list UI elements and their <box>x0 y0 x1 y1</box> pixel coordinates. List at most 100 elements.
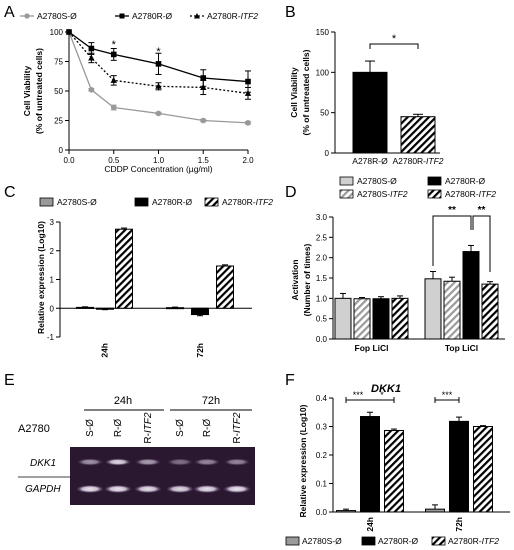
panel-letter-b: B <box>285 4 296 21</box>
e-band-dkk1 <box>105 458 131 466</box>
d-y-tick-label: 2.0 <box>316 254 328 263</box>
d-significance: ** <box>478 205 486 216</box>
c-y-tick-label: 0 <box>50 304 55 313</box>
panel-b-bar-chart: 0 50 100 150 Cell Viability (% of untreated c… <box>289 28 444 166</box>
d-bar-a2780s <box>334 297 352 340</box>
e-band-dkk1 <box>167 458 193 466</box>
d-legend-swatch <box>339 176 354 186</box>
a-series-line-a2780s <box>68 31 249 124</box>
panel-c-bar-chart: -1 0 1 2 3 Relative expression (Log10) 24h 72h A… <box>36 197 273 358</box>
d-legend-label-a2780s: A2780S-Ø <box>357 176 397 186</box>
d-y-tick-label: 3.0 <box>316 213 328 222</box>
d-y-tick-label: 1.0 <box>316 294 328 303</box>
e-band-gapdh <box>193 485 221 493</box>
a-point-a2780s <box>110 104 117 111</box>
c-y-tick-label: 1 <box>50 276 55 285</box>
c-legend-swatch <box>39 197 54 207</box>
a-y-tick-label: 50 <box>54 87 63 96</box>
d-legend-swatch <box>427 176 442 186</box>
f-bar-a2780r-itf2 <box>384 429 404 513</box>
e-band-dkk1 <box>224 458 250 466</box>
d-bar-a2780s <box>424 278 442 340</box>
b-y-tick-label: 50 <box>320 109 329 118</box>
a-x-tick-label: 2.0 <box>242 156 254 165</box>
e-lane-label-r: R-Ø <box>113 419 124 438</box>
c-bar-a2780r-itf2 <box>115 228 133 309</box>
a-series-line-a2780r <box>68 31 249 83</box>
f-bar-a2780r <box>360 416 380 513</box>
a-point-a2780r-itf2 <box>200 84 207 90</box>
d-legend-swatch <box>427 189 442 199</box>
a-y-axis-label: Cell Viability <box>22 66 32 117</box>
c-x-tick-label: 24h <box>100 343 110 358</box>
a-x-tick-label: 1.0 <box>153 156 165 165</box>
panel-a-line-chart: 0 25 50 75 100 0.0 0.5 1.0 1.5 2.0 CDDP Concentrat… <box>20 11 258 174</box>
a-y-tick-label: 75 <box>54 58 63 67</box>
f-bar-a2780r <box>449 420 469 513</box>
a-x-tick-label: 0.0 <box>63 156 75 165</box>
a-significance: * <box>112 39 117 51</box>
e-time-label: 24h <box>114 395 132 407</box>
panel-d-bar-chart: 0.0 0.5 1.0 1.5 2.0 2.5 3.0 Activation (Number o… <box>290 176 505 353</box>
e-band-dkk1 <box>77 458 103 466</box>
panel-letter-c: C <box>4 184 16 201</box>
f-y-tick-label: 0.2 <box>316 451 328 460</box>
d-legend-label-a2780r: A2780R-Ø <box>445 176 486 186</box>
d-bar-a2780s-itf2 <box>443 280 461 340</box>
f-legend-label-a2780r: A2780R-Ø <box>378 536 419 546</box>
a-point-a2780s <box>245 120 251 126</box>
panel-e-gel: 24h 72h A2780 S-Ø R-Ø R-ITF2 S-Ø R-Ø R-ITF2 DKK1 G… <box>18 395 255 505</box>
a-point-a2780s <box>200 117 207 124</box>
e-cell-line-label: A2780 <box>18 423 50 435</box>
d-significance-bracket <box>432 215 472 266</box>
c-legend-swatch <box>204 197 219 207</box>
panel-letter-f: F <box>285 372 295 389</box>
d-bar-a2780r-itf2 <box>481 283 499 340</box>
c-legend-label-a2780r: A2780R-Ø <box>152 197 193 207</box>
d-x-tick-label: Fop LiCl <box>355 343 389 353</box>
d-significance-bracket <box>472 215 491 272</box>
c-y-tick-label: -1 <box>47 333 55 342</box>
a-point-a2780r <box>155 61 162 67</box>
c-bar-a2780s <box>166 307 184 310</box>
c-bar-a2780r <box>96 307 114 310</box>
f-legend-swatch <box>285 536 300 546</box>
d-bar-a2780s-itf2 <box>353 298 371 340</box>
a-point-a2780r-itf2 <box>110 77 117 83</box>
panel-letter-a: A <box>4 4 15 21</box>
d-legend-label-a2780s-itf2: A2780S-ITF2 <box>357 189 408 199</box>
f-bar-a2780r-itf2 <box>473 426 493 513</box>
panel-letter-d: D <box>285 184 297 201</box>
e-band-gapdh <box>104 485 132 493</box>
e-band-gapdh <box>76 485 104 493</box>
d-bar-a2780r <box>372 298 390 340</box>
a-y-tick-label: 0 <box>59 146 64 155</box>
b-x-tick-label: A278R-Ø <box>352 156 388 166</box>
f-y-tick-label: 0.1 <box>316 480 328 489</box>
c-legend-swatch <box>134 197 149 207</box>
a-point-a2780s <box>155 110 162 117</box>
panel-letter-e: E <box>4 372 15 389</box>
a-point-a2780s <box>88 87 95 93</box>
e-gel-background <box>70 447 255 505</box>
d-y-tick-label: 2.5 <box>316 233 328 242</box>
f-title: DKK1 <box>371 383 401 395</box>
c-legend-label-a2780s: A2780S-Ø <box>57 197 97 207</box>
c-y-tick-label: 3 <box>50 218 55 227</box>
a-point-a2780r-itf2 <box>88 54 95 61</box>
c-bar-a2780r-itf2 <box>216 265 234 309</box>
d-significance: ** <box>448 205 456 216</box>
a-point-a2780r-itf2 <box>155 82 162 89</box>
d-bar-a2780r <box>462 251 480 340</box>
d-y-axis-label: Activation <box>290 259 300 300</box>
a-point-a2780r <box>110 51 117 58</box>
a-legend-label-a2780r: A2780R-Ø <box>132 11 173 21</box>
a-x-tick-label: 1.5 <box>198 156 210 165</box>
f-y-tick-label: 0.4 <box>316 394 328 403</box>
f-significance: *** <box>353 390 364 400</box>
a-significance: * <box>156 46 161 58</box>
e-band-gapdh <box>223 485 251 493</box>
c-x-tick-label: 72h <box>195 343 205 358</box>
f-legend-swatch <box>431 536 446 546</box>
